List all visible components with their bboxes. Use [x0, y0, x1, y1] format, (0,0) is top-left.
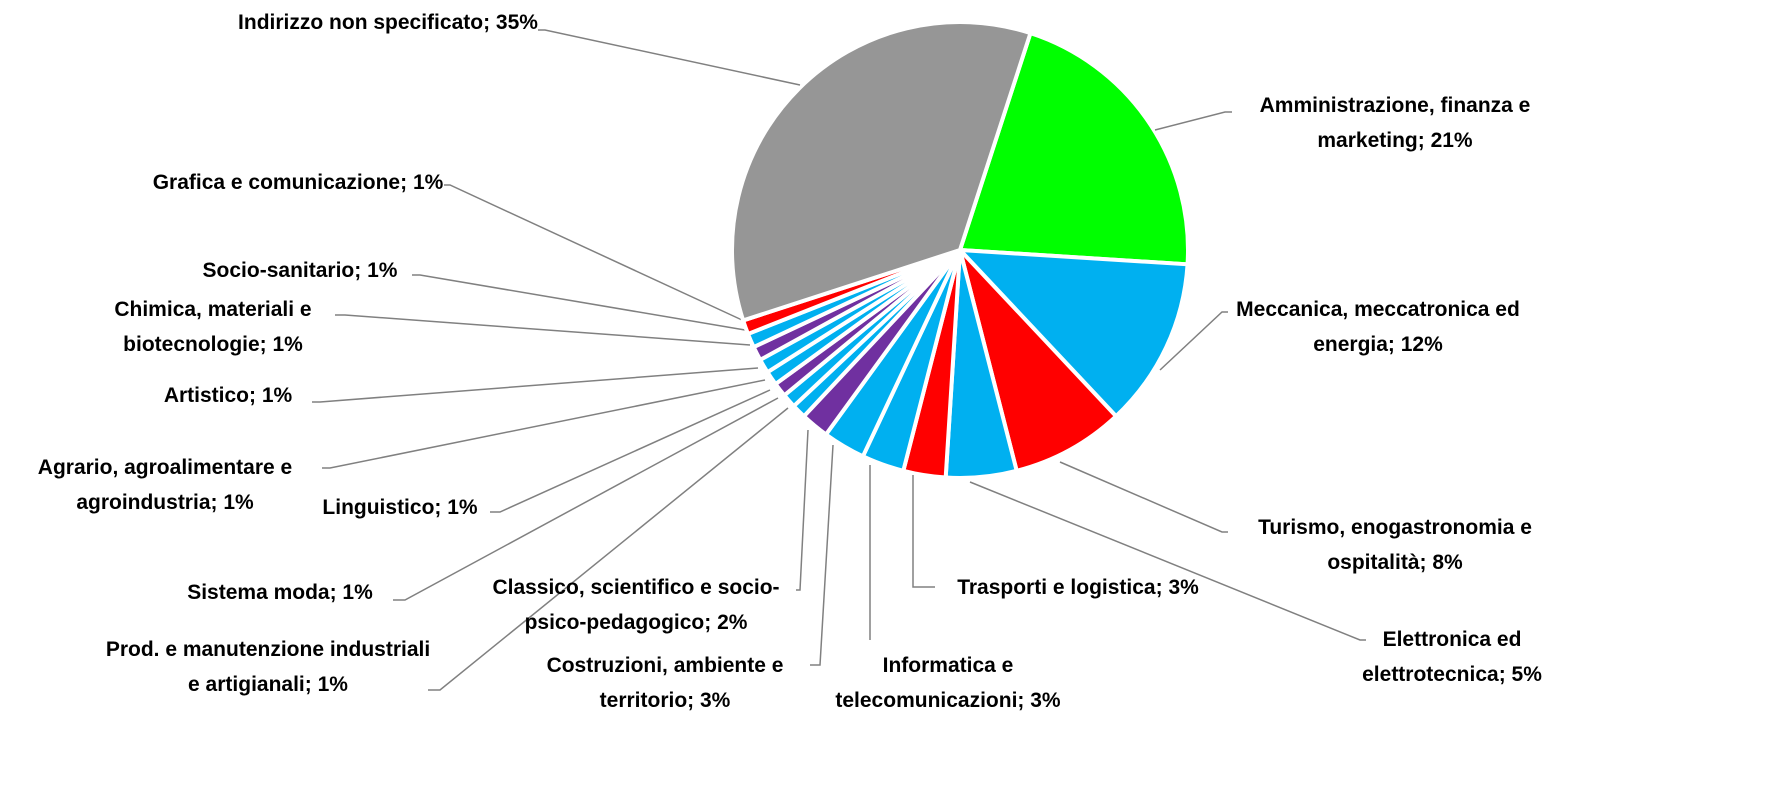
separator: ;: [1017, 689, 1031, 712]
data-label: Grafica e comunicazione; 1%: [143, 165, 453, 200]
value-label: 21%: [1430, 129, 1473, 152]
separator: ;: [434, 496, 448, 519]
separator: ;: [1387, 333, 1401, 356]
value-label: 3%: [699, 689, 731, 712]
leader-line: [312, 367, 759, 403]
leader-line: [1159, 311, 1228, 371]
data-label: Amministrazione, finanza e marketing; 21…: [1230, 88, 1560, 158]
separator: ;: [304, 673, 318, 696]
category: Trasporti e logistica: [957, 576, 1156, 599]
separator: ;: [687, 689, 700, 712]
leader-line: [538, 29, 801, 86]
value-label: 5%: [1511, 663, 1542, 686]
category: Costruzioni, ambiente e territorio: [546, 654, 784, 712]
value-label: 12%: [1400, 333, 1443, 356]
data-label: Trasporti e logistica; 3%: [923, 570, 1233, 605]
data-label: Costruzioni, ambiente e territorio; 3%: [515, 648, 815, 718]
value-label: 1%: [317, 673, 348, 696]
category: Informatica e telecomunicazioni: [835, 654, 1018, 712]
value-label: 8%: [1432, 551, 1463, 574]
leader-line: [796, 429, 809, 591]
category: Linguistico: [322, 496, 435, 519]
value-label: 1%: [272, 333, 303, 356]
data-label: Socio-sanitario; 1%: [180, 253, 420, 288]
leader-line: [335, 314, 751, 346]
data-label: Informatica e telecomunicazioni; 3%: [803, 648, 1093, 718]
separator: ;: [1417, 129, 1431, 152]
pie-slice: [958, 248, 1190, 419]
data-label: Agrario, agroalimentare e agroindustria;…: [0, 450, 330, 520]
leader-line: [444, 184, 743, 321]
leader-line: [490, 389, 771, 513]
pie-slice: [958, 248, 1119, 473]
category: Grafica e comunicazione: [152, 171, 401, 194]
separator: ;: [354, 259, 368, 282]
separator: ;: [400, 171, 413, 194]
category: Meccanica, meccatronica ed energia: [1236, 298, 1520, 356]
value-label: 35%: [495, 11, 538, 34]
leader-line: [322, 379, 766, 469]
data-label: Classico, scientifico e socio-psico-peda…: [466, 570, 806, 640]
data-label: Chimica, materiali e biotecnologie; 1%: [88, 292, 338, 362]
separator: ;: [249, 384, 262, 407]
data-label: Meccanica, meccatronica ed energia; 12%: [1218, 292, 1538, 362]
value-label: 1%: [447, 496, 478, 519]
category: Socio-sanitario: [202, 259, 355, 282]
value-label: 1%: [223, 491, 254, 514]
data-label: Elettronica ed elettrotecnica; 5%: [1337, 622, 1567, 692]
separator: ;: [329, 581, 343, 604]
category: Agrario, agroalimentare e agroindustria: [37, 456, 293, 514]
leader-line: [969, 481, 1366, 641]
leader-line: [428, 407, 789, 691]
category: Amministrazione, finanza e marketing: [1259, 94, 1531, 152]
data-label: Prod. e manutenzione industriali e artig…: [103, 632, 433, 702]
data-label: Linguistico; 1%: [300, 490, 500, 525]
category: Turismo, enogastronomia e ospitalità: [1258, 516, 1532, 574]
leader-line: [1154, 111, 1232, 131]
data-label: Artistico; 1%: [138, 378, 318, 413]
separator: ;: [1419, 551, 1433, 574]
value-label: 1%: [261, 384, 293, 407]
value-label: 1%: [342, 581, 373, 604]
value-label: 1%: [367, 259, 398, 282]
category: Elettronica ed elettrotecnica: [1362, 628, 1522, 686]
category: Sistema moda: [187, 581, 330, 604]
category: Indirizzo non specificato: [238, 11, 484, 34]
value-label: 2%: [717, 611, 748, 634]
value-label: 3%: [1030, 689, 1061, 712]
category: Classico, scientifico e socio-psico-peda…: [492, 576, 780, 634]
value-label: 1%: [412, 171, 444, 194]
leader-line: [912, 475, 935, 588]
pie-slice: [730, 20, 1033, 323]
data-label: Sistema moda; 1%: [160, 575, 400, 610]
data-label: Indirizzo non specificato; 35%: [228, 5, 548, 40]
separator: ;: [704, 611, 718, 634]
pie-slice: [958, 31, 1190, 267]
leader-line: [412, 274, 746, 331]
separator: ;: [1498, 663, 1512, 686]
separator: ;: [259, 333, 273, 356]
leader-line: [810, 444, 834, 666]
leader-line: [1059, 461, 1228, 533]
separator: ;: [1155, 576, 1169, 599]
leader-line: [393, 397, 779, 601]
value-label: 3%: [1168, 576, 1199, 599]
separator: ;: [483, 11, 496, 34]
data-label: Turismo, enogastronomia e ospitalità; 8%: [1225, 510, 1565, 580]
category: Prod. e manutenzione industriali e artig…: [105, 638, 431, 696]
category: Chimica, materiali e biotecnologie: [114, 298, 312, 356]
category: Artistico: [163, 384, 249, 407]
separator: ;: [210, 491, 224, 514]
